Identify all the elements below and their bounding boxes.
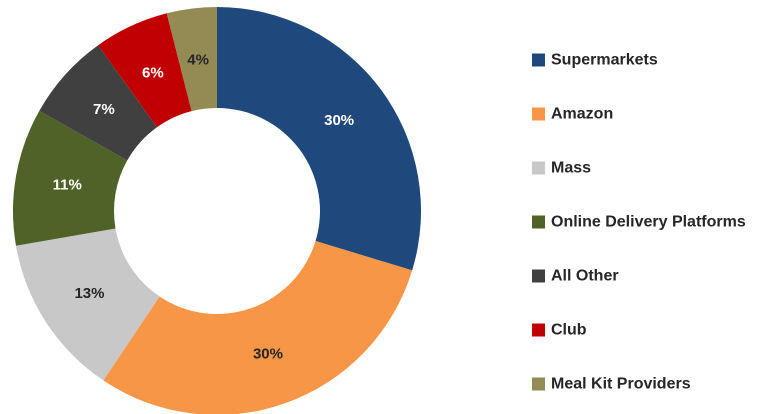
legend-label-meal-kit-providers: Meal Kit Providers <box>551 376 691 393</box>
slice-label-supermarkets: 30% <box>324 112 354 129</box>
slice-label-online-delivery-platforms: 11% <box>53 177 82 194</box>
slice-meal-kit-providers <box>166 7 217 112</box>
legend-swatch-supermarkets <box>532 53 545 67</box>
legend-swatch-meal-kit-providers <box>532 377 545 391</box>
legend-label-supermarkets: Supermarkets <box>551 52 658 69</box>
chart-legend: Supermarkets Amazon Mass Online Delivery Pl… <box>532 52 746 393</box>
legend-item-all-other: All Other <box>532 268 619 285</box>
slice-all-other <box>39 45 157 161</box>
slice-label-meal-kit-providers: 4% <box>187 52 209 69</box>
legend-label-amazon: Amazon <box>551 106 613 123</box>
slice-supermarkets <box>217 7 421 271</box>
legend-swatch-all-other <box>532 269 545 283</box>
slice-label-club: 6% <box>142 65 164 82</box>
slice-online-delivery-platforms <box>12 110 128 246</box>
legend-label-club: Club <box>551 322 587 339</box>
legend-item-supermarkets: Supermarkets <box>532 52 658 69</box>
legend-label-mass: Mass <box>551 160 591 177</box>
legend-label-all-other: All Other <box>551 268 619 285</box>
slice-label-amazon: 30% <box>253 346 283 363</box>
slice-club <box>98 13 192 128</box>
legend-item-club: Club <box>532 322 587 339</box>
legend-item-online-delivery-platforms: Online Delivery Platforms <box>532 214 746 231</box>
legend-item-amazon: Amazon <box>532 106 613 123</box>
slice-amazon <box>103 240 413 414</box>
legend-label-online-delivery-platforms: Online Delivery Platforms <box>551 214 746 231</box>
slice-mass <box>15 228 160 381</box>
slice-label-mass: 13% <box>74 285 104 302</box>
donut-slices <box>12 7 421 414</box>
legend-item-mass: Mass <box>532 160 591 177</box>
legend-item-meal-kit-providers: Meal Kit Providers <box>532 376 691 393</box>
legend-swatch-mass <box>532 161 545 175</box>
legend-swatch-online-delivery-platforms <box>532 215 545 229</box>
legend-swatch-club <box>532 323 545 337</box>
legend-swatch-amazon <box>532 107 545 121</box>
slice-label-all-other: 7% <box>93 101 115 118</box>
donut-slice-labels: 30% 30% 13% 11% 7% 6% 4% <box>53 52 355 363</box>
